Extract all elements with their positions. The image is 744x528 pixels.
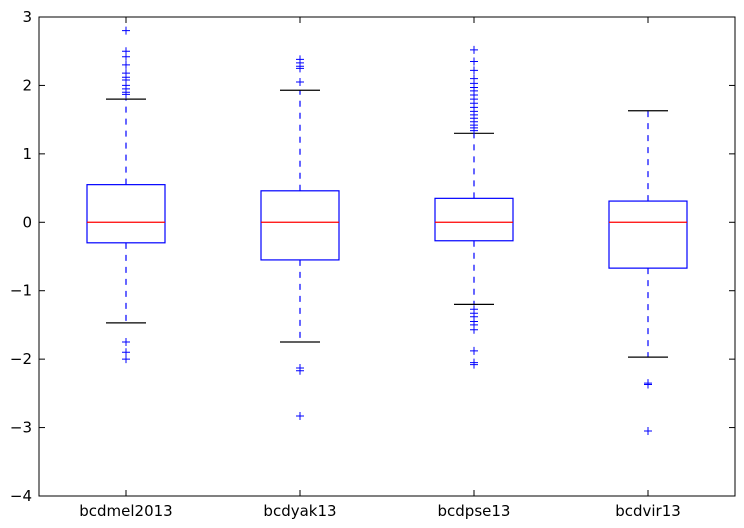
iqr-box <box>608 200 688 269</box>
iqr-box <box>260 190 340 261</box>
flier-point <box>470 66 478 75</box>
flier-point <box>122 90 130 99</box>
flier-point <box>122 348 130 357</box>
flier-point <box>470 57 478 66</box>
y-tick-label: −4 <box>10 487 32 505</box>
plot-area <box>39 17 735 496</box>
x-tick-label: bcdmel2013 <box>79 502 172 520</box>
flier-point <box>122 52 130 61</box>
y-tick-label: 3 <box>22 8 32 26</box>
y-tick-label: −1 <box>10 282 32 300</box>
y-tick-label: 2 <box>22 76 32 94</box>
flier-point <box>470 45 478 54</box>
flier-point <box>296 78 304 87</box>
flier-point <box>122 60 130 69</box>
flier-point <box>470 325 478 334</box>
flier-point <box>122 355 130 364</box>
flier-point <box>296 64 304 73</box>
flier-point <box>644 380 652 389</box>
x-tick-label: bcdvir13 <box>615 502 681 520</box>
flier-point <box>122 338 130 347</box>
flier-point <box>122 26 130 35</box>
y-tick-label: −3 <box>10 419 32 437</box>
iqr-box <box>434 197 514 242</box>
x-tick-label: bcdpse13 <box>438 502 511 520</box>
y-tick-label: 1 <box>22 145 32 163</box>
iqr-box <box>86 184 166 244</box>
x-tick-label: bcdyak13 <box>263 502 336 520</box>
flier-point <box>644 426 652 435</box>
flier-point <box>470 360 478 369</box>
y-tick-label: −2 <box>10 350 32 368</box>
flier-point <box>470 346 478 355</box>
plot-frame <box>38 16 736 497</box>
flier-point <box>296 411 304 420</box>
y-tick-label: 0 <box>22 213 32 231</box>
flier-point <box>470 126 478 135</box>
flier-point <box>296 366 304 375</box>
